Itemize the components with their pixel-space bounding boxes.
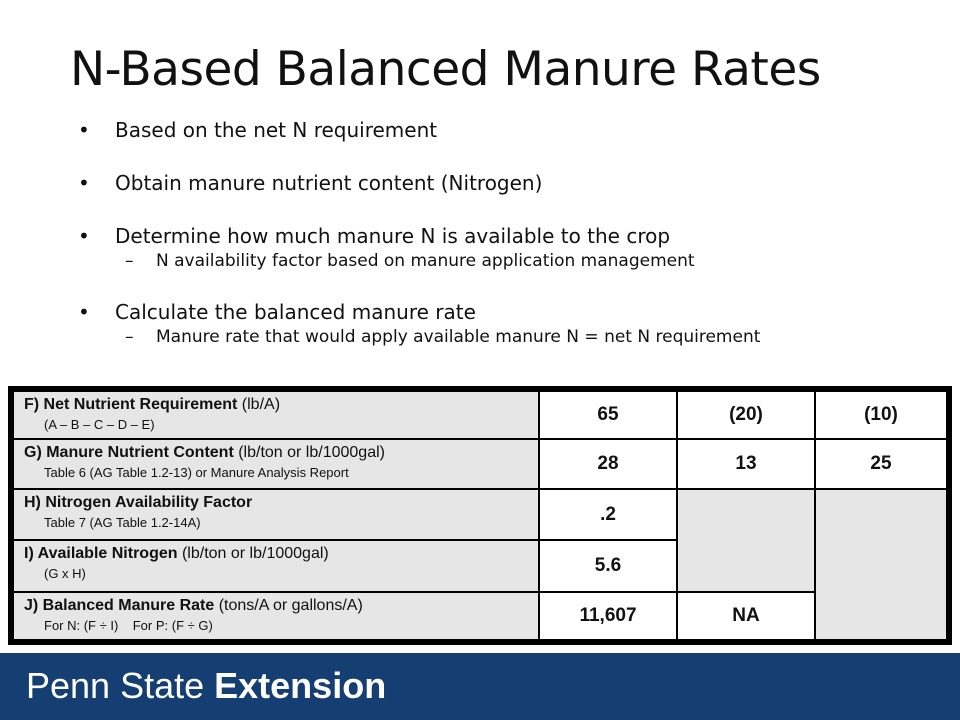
sub-bullet-text: N availability factor based on manure ap… [156, 251, 695, 271]
bullet-list: Based on the net N requirement Obtain ma… [78, 118, 938, 347]
empty-cell-hij-3 [816, 490, 946, 639]
brand-regular: Penn State [26, 665, 215, 706]
row-unit: (tons/A or gallons/A) [214, 597, 363, 614]
sub-bullet-item: N availability factor based on manure ap… [78, 251, 938, 271]
slide-title: N-Based Balanced Manure Rates [70, 42, 821, 97]
bullet-item: Based on the net N requirement [78, 118, 938, 142]
row-unit: (lb/ton or lb/1000gal) [177, 545, 329, 562]
cell-g-1: 28 [540, 440, 676, 488]
cell-f-2: (20) [678, 392, 814, 438]
cell-i-1: 5.6 [540, 541, 676, 591]
cell-h-1: .2 [540, 490, 676, 539]
row-unit: (lb/A) [237, 396, 281, 413]
cell-f-3: (10) [816, 392, 946, 438]
bullet-item: Determine how much manure N is available… [78, 224, 938, 248]
manure-rate-table: F) Net Nutrient Requirement (lb/A) (A – … [8, 386, 952, 645]
row-title: J) Balanced Manure Rate [24, 597, 215, 614]
cell-g-2: 13 [678, 440, 814, 488]
bullet-text: Determine how much manure N is available… [115, 224, 671, 248]
bullet-text: Based on the net N requirement [115, 118, 438, 142]
row-note: Table 6 (AG Table 1.2-13) or Manure Anal… [44, 465, 349, 480]
bullet-text: Calculate the balanced manure rate [115, 300, 476, 324]
row-title: F) Net Nutrient Requirement [24, 396, 238, 413]
bullet-item: Obtain manure nutrient content (Nitrogen… [78, 171, 938, 195]
row-title: G) Manure Nutrient Content [24, 444, 234, 461]
brand-bold: Extension [214, 665, 387, 706]
footer-bar: Penn State Extension [0, 653, 960, 720]
row-note: (G x H) [44, 566, 86, 581]
row-note: (A – B – C – D – E) [44, 417, 155, 432]
row-label-j: J) Balanced Manure Rate (tons/A or gallo… [14, 593, 538, 639]
empty-cell-hi-2 [678, 490, 814, 591]
row-note: Table 7 (AG Table 1.2-14A) [44, 515, 201, 530]
row-label-g: G) Manure Nutrient Content (lb/ton or lb… [14, 440, 538, 488]
row-label-h: H) Nitrogen Availability Factor Table 7 … [14, 490, 538, 539]
row-unit: (lb/ton or lb/1000gal) [233, 444, 385, 461]
bullet-item: Calculate the balanced manure rate [78, 300, 938, 324]
sub-bullet-text: Manure rate that would apply available m… [156, 327, 761, 347]
cell-j-1: 11,607 [540, 593, 676, 639]
bullet-text: Obtain manure nutrient content (Nitrogen… [115, 171, 543, 195]
row-label-i: I) Available Nitrogen (lb/ton or lb/1000… [14, 541, 538, 591]
cell-j-2: NA [678, 593, 814, 639]
cell-f-1: 65 [540, 392, 676, 438]
penn-state-extension-logo: Penn State Extension [26, 665, 386, 707]
row-title: I) Available Nitrogen [24, 545, 178, 562]
row-note: For N: (F ÷ I) For P: (F ÷ G) [44, 618, 213, 633]
cell-g-3: 25 [816, 440, 946, 488]
row-title: H) Nitrogen Availability Factor [24, 494, 253, 511]
row-label-f: F) Net Nutrient Requirement (lb/A) (A – … [14, 392, 538, 438]
sub-bullet-item: Manure rate that would apply available m… [78, 327, 938, 347]
